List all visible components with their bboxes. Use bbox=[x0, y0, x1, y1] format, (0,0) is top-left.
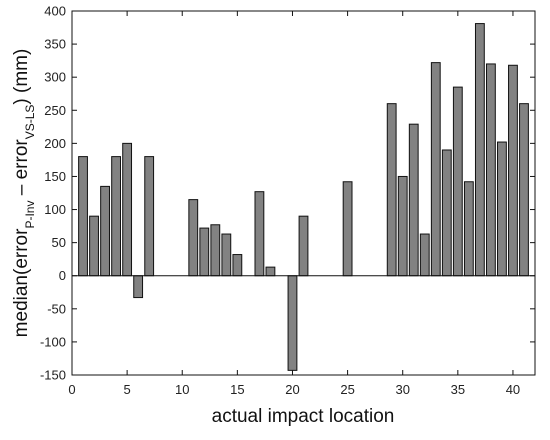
y-tick-label: -50 bbox=[47, 301, 66, 316]
bar-location-17 bbox=[254, 191, 265, 277]
x-tick-label: 15 bbox=[230, 382, 244, 397]
bar-location-13 bbox=[210, 224, 221, 277]
x-tick-label: 20 bbox=[285, 382, 299, 397]
bar-location-2 bbox=[89, 215, 99, 277]
x-tick-label: 0 bbox=[68, 382, 75, 397]
y-tick-label: 100 bbox=[44, 202, 66, 217]
x-tick-label: 30 bbox=[395, 382, 409, 397]
x-tick-label: 40 bbox=[506, 382, 520, 397]
bar-location-14 bbox=[221, 233, 232, 277]
x-tick-label: 10 bbox=[175, 382, 189, 397]
bar-location-4 bbox=[111, 156, 122, 277]
bar-location-31 bbox=[408, 123, 419, 277]
y-tick-label: 150 bbox=[44, 169, 66, 184]
bar-location-6 bbox=[133, 275, 144, 299]
bar-location-38 bbox=[485, 63, 496, 277]
x-axis-ticks: 0 5 10 15 20 25 30 35 40 bbox=[68, 11, 520, 397]
bar-location-15 bbox=[232, 254, 243, 277]
y-tick-label: 400 bbox=[44, 4, 66, 19]
y-tick-label: 300 bbox=[44, 70, 66, 85]
bar-location-30 bbox=[397, 175, 408, 277]
bar-location-1 bbox=[78, 156, 88, 277]
bar-location-29 bbox=[386, 103, 397, 277]
bar-location-11 bbox=[188, 199, 199, 277]
y-tick-label: 0 bbox=[59, 268, 66, 283]
bar-location-12 bbox=[199, 227, 210, 277]
y-axis-ticks: -150 -100 -50 0 50 100 150 200 250 300 350 400 bbox=[40, 4, 535, 383]
bar-location-40 bbox=[508, 64, 518, 277]
bar-location-34 bbox=[441, 149, 452, 277]
plot-frame bbox=[71, 10, 536, 376]
y-tick-label: 350 bbox=[44, 37, 66, 52]
y-tick-label: -150 bbox=[40, 368, 66, 383]
bar-location-7 bbox=[144, 156, 155, 277]
x-tick-label: 5 bbox=[124, 382, 131, 397]
bar-location-32 bbox=[419, 233, 430, 277]
x-tick-label: 25 bbox=[340, 382, 354, 397]
y-axis-label: median(errorP-Inv – errorVS-LS) (mm) bbox=[11, 49, 37, 338]
bar-location-20 bbox=[287, 275, 298, 371]
y-tick-label: 250 bbox=[44, 103, 66, 118]
bar-location-5 bbox=[122, 142, 133, 277]
bar-location-25 bbox=[342, 181, 353, 277]
bar-location-37 bbox=[474, 23, 485, 277]
bar-location-21 bbox=[298, 215, 309, 277]
bar-location-36 bbox=[463, 181, 474, 277]
y-tick-label: 200 bbox=[44, 136, 66, 151]
bar-location-39 bbox=[497, 141, 507, 277]
bar-location-33 bbox=[430, 62, 441, 277]
bar-location-35 bbox=[452, 86, 463, 277]
bar-location-18 bbox=[265, 266, 276, 277]
x-tick-label: 35 bbox=[451, 382, 465, 397]
y-tick-label: -100 bbox=[40, 334, 66, 349]
x-axis-label: actual impact location bbox=[212, 406, 395, 427]
bar-location-3 bbox=[100, 185, 110, 277]
y-tick-label: 50 bbox=[52, 235, 66, 250]
bar-location-41 bbox=[519, 103, 529, 277]
